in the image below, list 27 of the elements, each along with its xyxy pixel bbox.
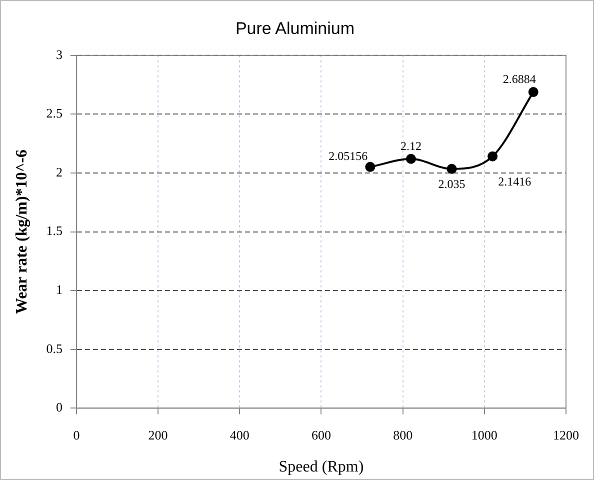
x-tick-label: 200	[148, 427, 168, 442]
y-axis-title: Wear rate (kg/m)*10^-6	[14, 150, 31, 314]
y-tick-label: 1.5	[46, 223, 62, 238]
x-tick-label: 1000	[471, 427, 498, 442]
point	[446, 164, 457, 174]
point	[488, 151, 498, 162]
y-tick-label: 2.5	[46, 106, 62, 121]
x-tick-label: 600	[311, 427, 331, 442]
data-label: 2.035	[438, 177, 466, 192]
y-tick-label: 2	[56, 164, 62, 180]
y-tick-label: 3	[56, 46, 62, 62]
x-tick-label: 0	[73, 427, 80, 442]
point	[406, 154, 416, 164]
y-tick-label: 0	[56, 400, 62, 415]
x-axis-title: Speed (Rpm)	[278, 458, 364, 476]
data-label: 2.05156	[328, 149, 368, 164]
x-tick-label: 1200	[553, 427, 579, 442]
point	[365, 162, 376, 172]
data-label: 2.6884	[502, 72, 536, 86]
y-tick-label: 1	[56, 282, 62, 298]
data-label: 2.12	[400, 139, 422, 154]
x-tick-label: 400	[230, 427, 250, 442]
data-label: 2.1416	[498, 174, 532, 189]
x-tick-label: 800	[393, 427, 413, 442]
y-tick-label: 0.5	[46, 340, 62, 356]
point	[528, 87, 538, 98]
chart-title: Pure Aluminium	[235, 18, 355, 38]
